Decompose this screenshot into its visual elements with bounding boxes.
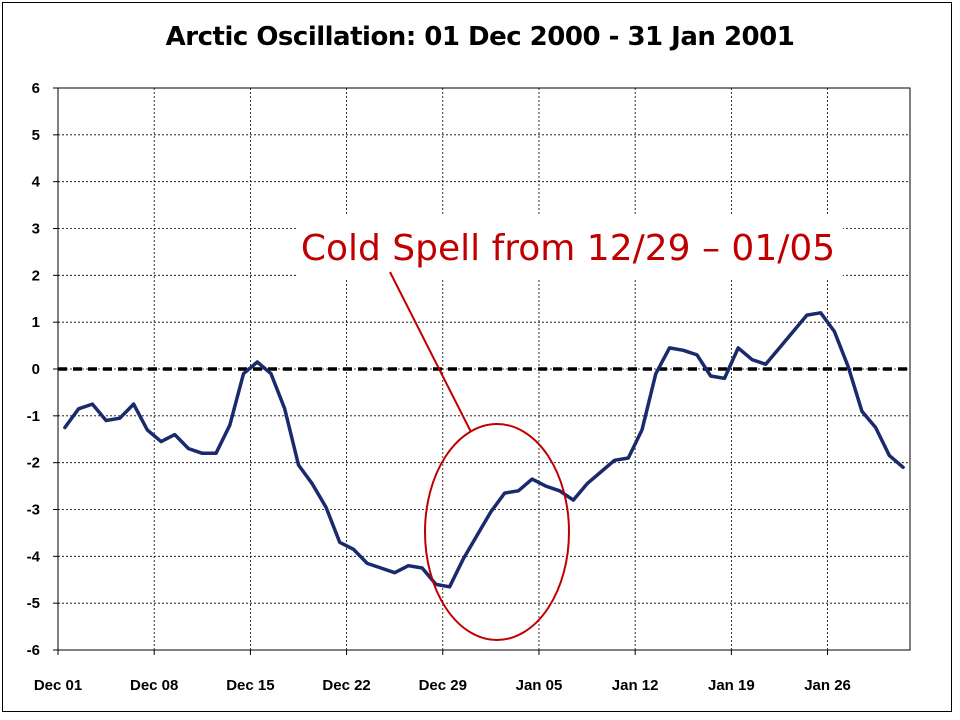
chart-title: Arctic Oscillation: 01 Dec 2000 - 31 Jan… <box>165 22 795 52</box>
y-tick-label: 2 <box>32 267 40 284</box>
y-tick-label: 1 <box>32 314 40 331</box>
x-tick-label: Dec 08 <box>130 677 178 694</box>
y-tick-label: -4 <box>27 548 41 565</box>
y-tick-label: 5 <box>32 127 40 144</box>
chart-frame <box>2 2 952 712</box>
annotation-label-box <box>298 216 843 278</box>
y-tick-label: 4 <box>32 174 41 191</box>
series-line <box>63 311 905 589</box>
x-tick-label: Dec 01 <box>34 677 82 694</box>
annotation-label: Cold Spell from 12/29 – 01/05 <box>301 228 835 269</box>
x-tick-label: Jan 05 <box>516 677 563 694</box>
annotation-layer: Cold Spell from 12/29 – 01/05 <box>298 216 843 641</box>
y-tick-label: -6 <box>27 642 40 659</box>
x-tick-label: Jan 19 <box>708 677 755 694</box>
tick-label-layer: 6 5 4 3 2 1 0 -1 -2 -3 -4 -5 -6 Dec 01 Dec 08 Dec 15 Dec… <box>27 80 851 694</box>
cold-spell-ellipse <box>424 423 570 641</box>
x-tick-label: Dec 29 <box>419 677 467 694</box>
x-tick-label: Jan 26 <box>804 677 851 694</box>
x-tick-label: Jan 12 <box>612 677 659 694</box>
y-tick-label: -5 <box>27 595 40 612</box>
y-tick-label: -2 <box>27 455 40 472</box>
annotation-pointer-line <box>389 271 472 433</box>
y-tick-label: -3 <box>27 502 40 519</box>
y-tick-label: -1 <box>27 408 40 425</box>
y-tick-label: 0 <box>32 361 40 378</box>
y-tick-label: 6 <box>32 80 40 97</box>
x-tick-label: Dec 22 <box>322 677 370 694</box>
series-layer <box>63 311 905 589</box>
y-tick-label: 3 <box>32 221 40 238</box>
x-tick-label: Dec 15 <box>226 677 274 694</box>
grid-layer <box>53 87 911 655</box>
